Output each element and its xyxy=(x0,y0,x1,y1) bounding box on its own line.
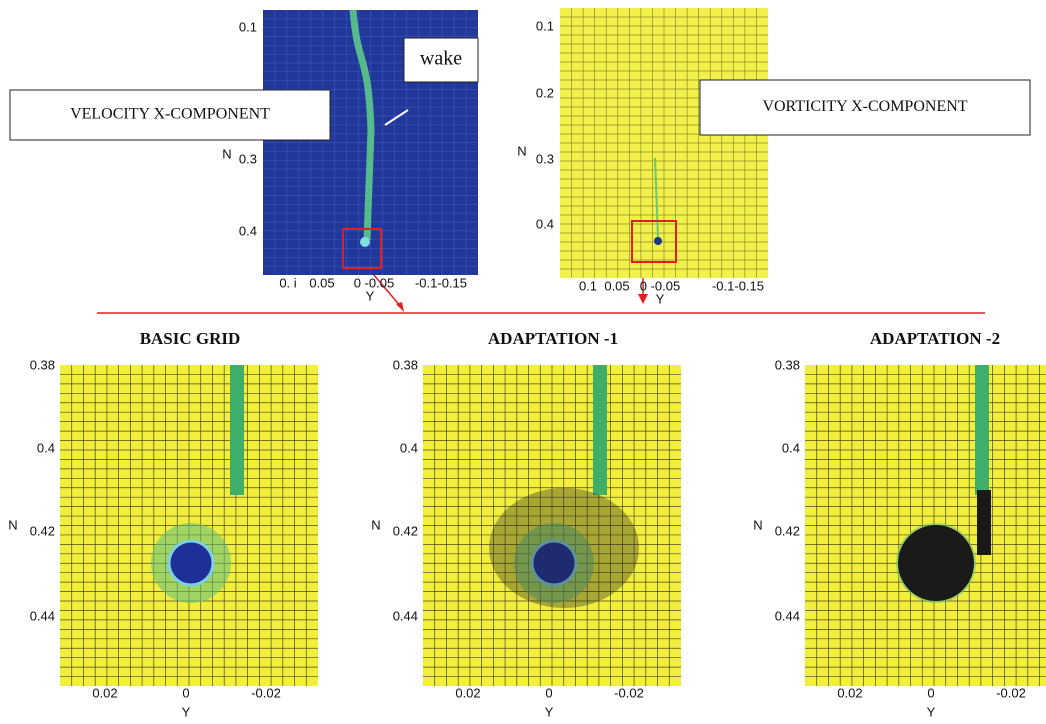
x-tick-label: 0.05 xyxy=(309,275,334,290)
annotation-arrow xyxy=(384,109,409,126)
panel-title: ADAPTATION -2 xyxy=(870,329,1000,348)
annotation-box xyxy=(403,37,479,83)
y-tick-label: 0.38 xyxy=(30,357,55,372)
panel-title: BASIC GRID xyxy=(140,329,241,348)
wake xyxy=(593,365,607,495)
wake xyxy=(975,365,989,495)
vortex xyxy=(360,237,370,247)
y-tick-label: 0.42 xyxy=(393,523,418,538)
y-tick-label: 0.44 xyxy=(393,608,418,623)
x-tick-label: -0.02 xyxy=(614,685,644,700)
x-tick-label: 0 -0.05 xyxy=(640,278,680,293)
x-tick-label: 0.02 xyxy=(92,685,117,700)
x-tick-label: 0. i xyxy=(279,275,296,290)
x-tick-label: -0.1-0.15 xyxy=(712,278,764,293)
x-tick-label: -0.02 xyxy=(251,685,281,700)
x-tick-label: 0.1 xyxy=(579,278,597,293)
y-tick-label: 0.42 xyxy=(775,523,800,538)
x-tick-label: 0.02 xyxy=(455,685,480,700)
y-tick-label: 0.38 xyxy=(775,357,800,372)
refined-mesh xyxy=(489,488,639,608)
y-tick-label: 0.38 xyxy=(393,357,418,372)
vortex xyxy=(654,237,662,245)
y-axis-label: N xyxy=(8,517,17,532)
x-axis-label: Y xyxy=(656,291,665,306)
y-tick-label: 0.4 xyxy=(37,440,55,455)
label-box xyxy=(699,79,1031,136)
x-axis-label: Y xyxy=(182,704,191,719)
x-axis-label: Y xyxy=(545,704,554,719)
x-tick-label: 0 xyxy=(182,685,189,700)
x-tick-label: 0.02 xyxy=(837,685,862,700)
label-box xyxy=(9,89,331,141)
y-axis-label: N xyxy=(371,517,380,532)
x-tick-label: 0.05 xyxy=(604,278,629,293)
y-tick-label: 0.2 xyxy=(536,85,554,100)
annotation: wake xyxy=(420,48,462,70)
highlight xyxy=(342,228,382,269)
y-tick-label: 0.4 xyxy=(536,216,554,231)
x-axis-label: Y xyxy=(927,704,936,719)
vortex xyxy=(167,539,215,587)
arrow-head xyxy=(638,294,648,304)
y-axis-label: N xyxy=(517,143,526,158)
y-tick-label: 0.3 xyxy=(239,151,257,166)
y-tick-label: 0.1 xyxy=(536,18,554,33)
y-tick-label: 0.44 xyxy=(775,608,800,623)
y-tick-label: 0.4 xyxy=(239,223,257,238)
arrow-head xyxy=(396,302,404,312)
plot xyxy=(60,365,318,686)
y-tick-label: 0.4 xyxy=(400,440,418,455)
panel-label: VORTICITY X-COMPONENT xyxy=(762,98,967,115)
wake xyxy=(654,157,659,239)
plot xyxy=(805,365,1046,686)
x-tick-label: 0 xyxy=(927,685,934,700)
refined-mesh xyxy=(898,525,974,601)
y-tick-label: 0.4 xyxy=(782,440,800,455)
x-tick-label: -0.02 xyxy=(996,685,1026,700)
x-tick-label: 0 xyxy=(545,685,552,700)
panel-label: VELOCITY X-COMPONENT xyxy=(70,106,270,123)
x-tick-label: -0.1-0.15 xyxy=(415,275,467,290)
highlight xyxy=(631,220,677,263)
plot xyxy=(423,365,681,686)
plot xyxy=(560,8,768,278)
x-tick-label: 0 -0.05 xyxy=(354,275,394,290)
y-tick-label: 0.1 xyxy=(239,19,257,34)
y-tick-label: 0.42 xyxy=(30,523,55,538)
vortex xyxy=(530,539,578,587)
x-axis-label: Y xyxy=(366,288,375,303)
y-axis-label: N xyxy=(753,517,762,532)
y-tick-label: 0.44 xyxy=(30,608,55,623)
wake xyxy=(230,365,244,495)
refined-mesh xyxy=(977,490,991,555)
wake xyxy=(349,9,375,241)
panel-title: ADAPTATION -1 xyxy=(488,329,618,348)
y-tick-label: 0.3 xyxy=(536,151,554,166)
y-axis-label: N xyxy=(222,146,231,161)
